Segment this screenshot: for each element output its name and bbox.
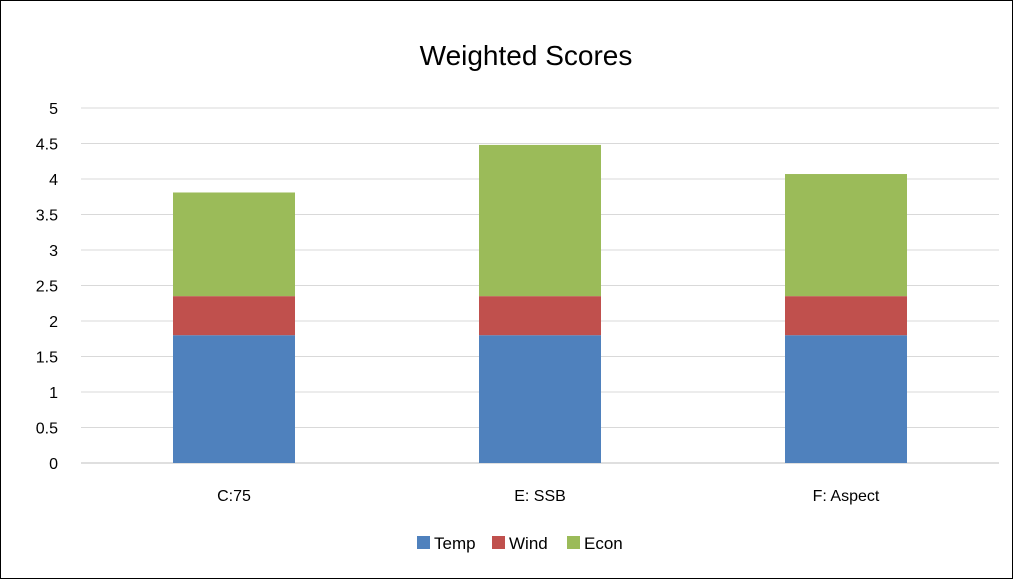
bar-wind[interactable]: [479, 296, 601, 336]
y-tick-label: 1.5: [36, 350, 58, 367]
bar-econ[interactable]: [173, 192, 295, 297]
bar-temp[interactable]: [479, 335, 601, 463]
bars: [173, 144, 907, 463]
x-tick-label: E: SSB: [514, 488, 566, 505]
y-tick-label: 3.5: [36, 208, 58, 225]
legend-label-temp: Temp: [434, 534, 476, 553]
bar-econ[interactable]: [785, 174, 907, 297]
y-tick-label: 4: [49, 172, 58, 189]
legend[interactable]: Temp Wind Econ: [417, 534, 623, 553]
legend-swatch-econ: [567, 536, 580, 549]
chart-title: Weighted Scores: [420, 40, 633, 71]
y-axis-ticks: 0 0.5 1 1.5 2 2.5 3 3.5 4 4.5 5: [36, 101, 58, 473]
x-tick-label: C:75: [217, 488, 251, 505]
x-tick-label: F: Aspect: [813, 488, 880, 505]
y-tick-label: 4.5: [36, 137, 58, 154]
y-tick-label: 3: [49, 243, 58, 260]
x-axis-ticks: C:75 E: SSB F: Aspect: [217, 488, 880, 505]
bar-econ[interactable]: [479, 144, 601, 297]
legend-label-econ: Econ: [584, 534, 623, 553]
bar-wind[interactable]: [785, 296, 907, 336]
y-tick-label: 5: [49, 101, 58, 118]
y-tick-label: 0: [49, 456, 58, 473]
legend-swatch-temp: [417, 536, 430, 549]
bar-temp[interactable]: [173, 335, 295, 463]
y-tick-label: 2: [49, 314, 58, 331]
y-tick-label: 0.5: [36, 421, 58, 438]
bar-wind[interactable]: [173, 296, 295, 336]
legend-label-wind: Wind: [509, 534, 548, 553]
bar-temp[interactable]: [785, 335, 907, 463]
y-tick-label: 1: [49, 385, 58, 402]
y-tick-label: 2.5: [36, 279, 58, 296]
legend-swatch-wind: [492, 536, 505, 549]
